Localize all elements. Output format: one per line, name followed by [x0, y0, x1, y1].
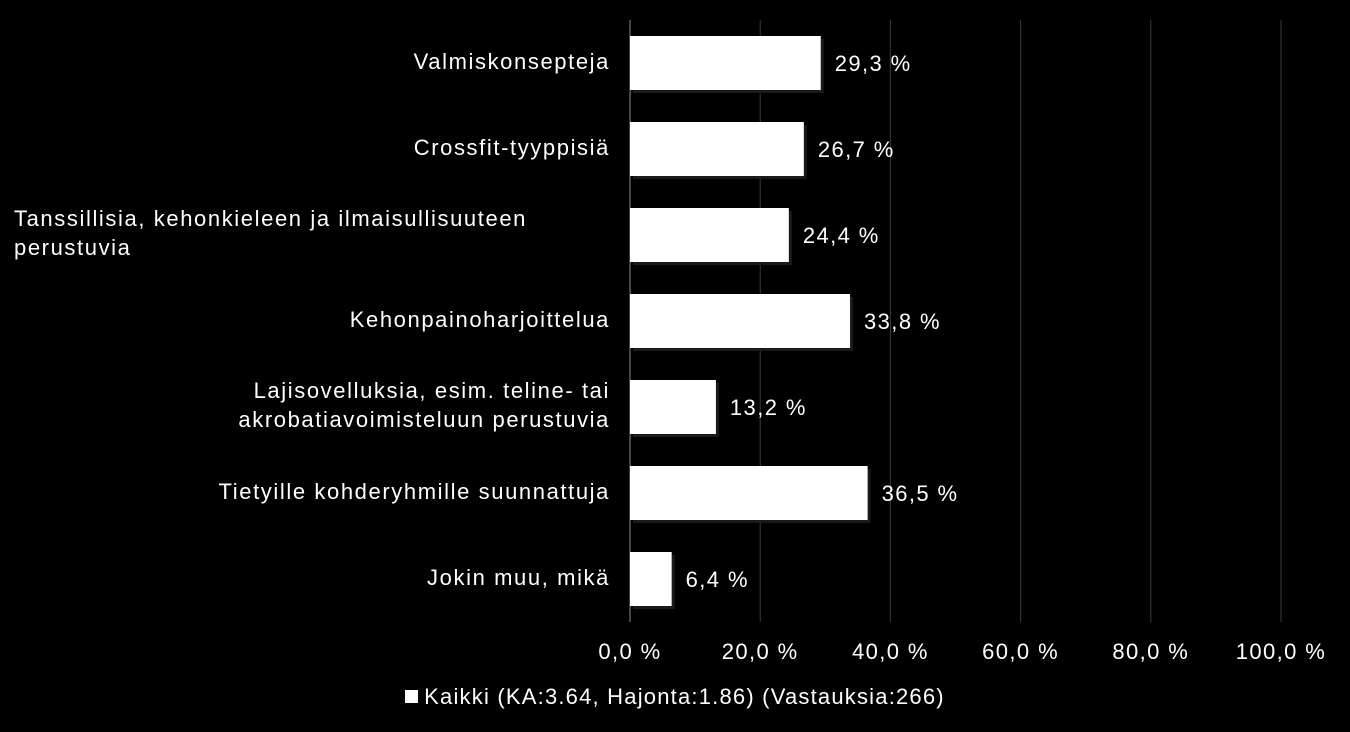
category-label-line: akrobatiavoimisteluun perustuvia — [238, 407, 610, 432]
category-label-line: perustuvia — [14, 235, 132, 260]
category-label-line: Tanssillisia, kehonkieleen ja ilmaisulli… — [14, 206, 527, 231]
bar — [630, 466, 868, 520]
data-label: 29,3 % — [835, 51, 912, 76]
bar — [630, 208, 789, 262]
x-tick-label: 40,0 % — [852, 639, 929, 664]
gridlines — [629, 20, 1282, 622]
category-label: Jokin muu, mikä — [10, 563, 610, 592]
category-label: Lajisovelluksia, esim. teline- tai akroba… — [10, 376, 610, 434]
data-label: 26,7 % — [818, 137, 895, 162]
category-label-line: Tietyille kohderyhmille suunnattuja — [218, 478, 610, 504]
legend-label: Kaikki (KA:3.64, Hajonta:1.86) (Vastauks… — [424, 684, 945, 709]
bar — [630, 294, 851, 348]
data-label: 13,2 % — [730, 395, 807, 420]
category-label: Tietyille kohderyhmille suunnattuja — [10, 477, 610, 506]
bar — [630, 380, 716, 434]
data-label: 6,4 % — [686, 567, 749, 592]
x-tick-label: 60,0 % — [982, 639, 1059, 664]
category-label-line: Lajisovelluksia, esim. teline- tai — [253, 378, 610, 403]
legend-swatch — [405, 690, 419, 703]
legend: Kaikki (KA:3.64, Hajonta:1.86) (Vastauks… — [0, 684, 1350, 710]
category-label: Tanssillisia, kehonkieleen ja ilmaisulli… — [14, 204, 614, 262]
category-label: Kehonpainoharjoittelua — [10, 305, 610, 334]
bar — [630, 36, 821, 90]
category-label: Valmiskonsepteja — [10, 47, 610, 76]
data-label: 33,8 % — [864, 309, 941, 334]
category-label-line: Jokin muu, mikä — [427, 564, 610, 590]
category-label-line: Valmiskonsepteja — [413, 48, 610, 74]
x-tick-label: 20,0 % — [722, 639, 799, 664]
bar — [630, 122, 804, 176]
x-tick-label: 80,0 % — [1112, 639, 1189, 664]
bar — [630, 552, 672, 606]
data-label: 24,4 % — [803, 223, 880, 248]
x-axis-ticks: 0,0 % 20,0 % 40,0 % 60,0 % 80,0 % 100,0 % — [598, 639, 1327, 664]
category-label: Crossfit-tyyppisiä — [10, 133, 610, 162]
bars — [630, 36, 871, 609]
category-label-line: Kehonpainoharjoittelua — [349, 306, 610, 332]
data-labels: 29,3 % 26,7 % 24,4 % 33,8 % 13,2 % 36,5 % 6,4 … — [686, 51, 959, 592]
x-tick-label: 100,0 % — [1236, 639, 1327, 664]
x-tick-label: 0,0 % — [598, 639, 661, 664]
category-label-line: Crossfit-tyyppisiä — [413, 134, 610, 160]
data-label: 36,5 % — [882, 481, 959, 506]
